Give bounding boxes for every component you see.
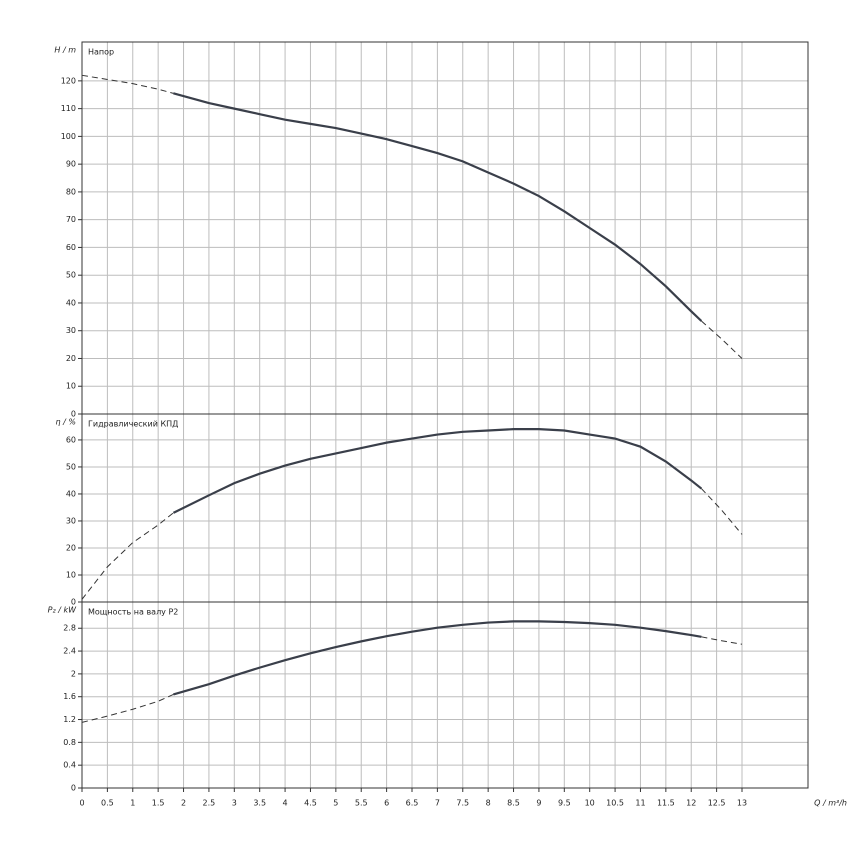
y-tick-label: 1.6 — [63, 692, 76, 701]
y-tick-label: 40 — [66, 298, 76, 307]
x-tick-label: 9.5 — [558, 799, 571, 808]
x-tick-label: 0 — [79, 799, 84, 808]
x-tick-label: 6 — [384, 799, 389, 808]
y-tick-label: 0 — [71, 784, 76, 793]
y-tick-label: 30 — [66, 326, 76, 335]
x-axis-label: Q / m³/h — [814, 799, 847, 808]
y-tick-label: 30 — [66, 516, 76, 525]
y-axis-label: H / m — [54, 46, 76, 55]
curve — [173, 92, 703, 322]
x-tick-label: 11.5 — [657, 799, 675, 808]
plot-frame — [81, 413, 809, 603]
x-tick-label: 1 — [130, 799, 135, 808]
y-tick-label: 20 — [66, 354, 76, 363]
x-tick-label: 4 — [283, 799, 288, 808]
x-tick-label: 6.5 — [406, 799, 419, 808]
x-tick-label: 8 — [486, 799, 491, 808]
y-tick-label: 120 — [61, 76, 76, 85]
y-tick-label: 80 — [66, 187, 76, 196]
y-axis-label: η / % — [56, 418, 76, 427]
panel-title: Мощность на валу P2 — [88, 608, 178, 617]
x-tick-label: 5 — [333, 799, 338, 808]
y-tick-label: 70 — [66, 215, 76, 224]
x-tick-label: 9 — [536, 799, 541, 808]
x-tick-label: 7 — [435, 799, 440, 808]
y-tick-label: 60 — [66, 243, 76, 252]
y-tick-label: 0 — [71, 410, 76, 419]
y-tick-label: 2.4 — [63, 647, 76, 656]
x-tick-label: 4.5 — [304, 799, 317, 808]
x-tick-label: 8.5 — [507, 799, 520, 808]
y-tick-label: 60 — [66, 435, 76, 444]
y-tick-label: 0.8 — [63, 738, 76, 747]
x-tick-label: 2 — [181, 799, 186, 808]
y-axis-label: P₂ / kW — [48, 606, 77, 615]
curve — [701, 488, 743, 535]
y-tick-label: 2 — [71, 669, 76, 678]
y-tick-label: 50 — [66, 271, 76, 280]
y-tick-label: 40 — [66, 489, 76, 498]
plot-frame — [81, 601, 809, 789]
y-tick-label: 10 — [66, 382, 76, 391]
y-tick-label: 0.4 — [63, 761, 76, 770]
curve — [81, 74, 174, 94]
y-tick-label: 10 — [66, 570, 76, 579]
x-tick-label: 12 — [686, 799, 696, 808]
x-tick-label: 2.5 — [203, 799, 216, 808]
y-tick-label: 50 — [66, 462, 76, 471]
x-tick-label: 0.5 — [101, 799, 114, 808]
panel-title: Гидравлический КПД — [88, 420, 178, 429]
x-tick-label: 10.5 — [606, 799, 624, 808]
panel-title: Напор — [88, 48, 114, 57]
curve — [81, 693, 174, 723]
x-tick-label: 3 — [232, 799, 237, 808]
x-tick-label: 10 — [585, 799, 595, 808]
x-tick-label: 7.5 — [456, 799, 469, 808]
x-tick-label: 13 — [737, 799, 747, 808]
x-tick-label: 12.5 — [708, 799, 726, 808]
y-tick-label: 1.2 — [63, 715, 76, 724]
y-tick-label: 90 — [66, 160, 76, 169]
curve — [701, 636, 743, 645]
x-tick-label: 5.5 — [355, 799, 368, 808]
y-tick-label: 2.8 — [63, 624, 76, 633]
y-tick-label: 20 — [66, 543, 76, 552]
y-tick-label: 0 — [71, 598, 76, 607]
x-tick-label: 3.5 — [253, 799, 266, 808]
curve — [81, 512, 174, 600]
curve — [701, 320, 743, 359]
y-tick-label: 110 — [61, 104, 76, 113]
curve — [173, 620, 702, 696]
curve — [172, 428, 703, 514]
y-tick-label: 100 — [61, 132, 76, 141]
x-tick-label: 11 — [635, 799, 645, 808]
x-tick-label: 1.5 — [152, 799, 165, 808]
